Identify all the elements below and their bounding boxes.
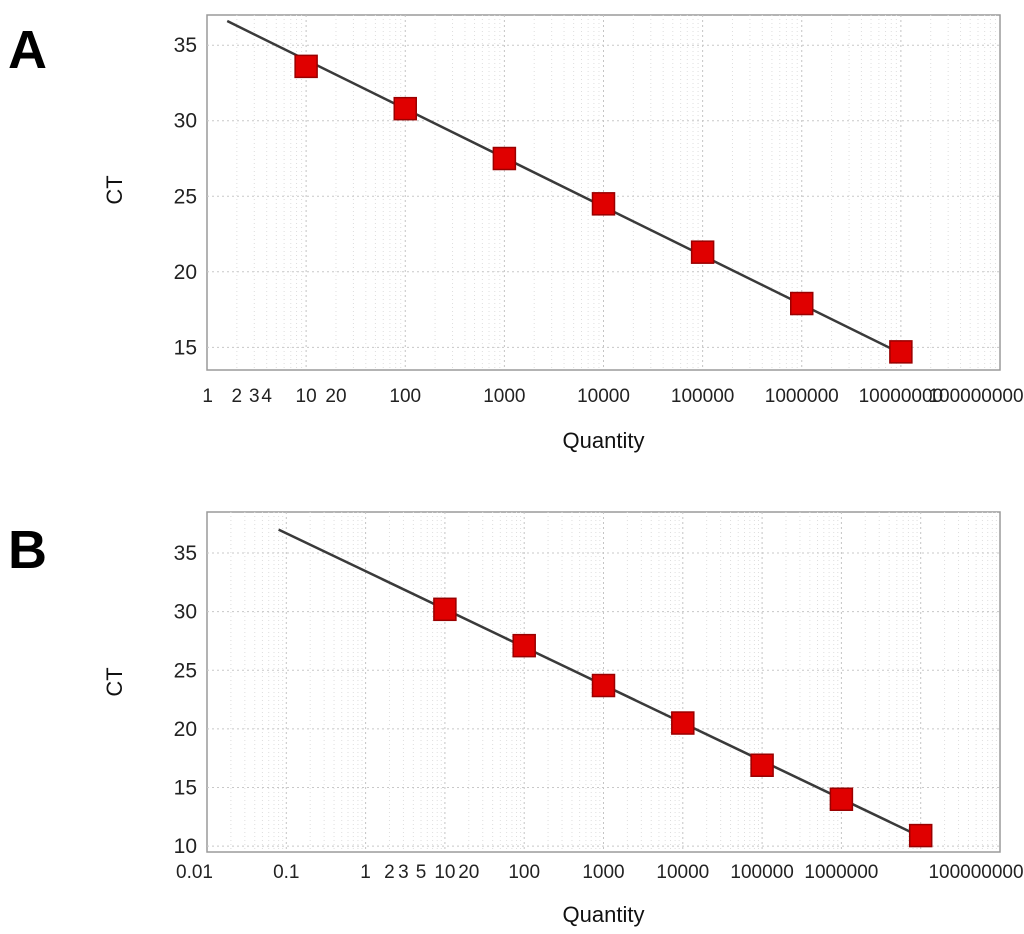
x-tick-label: 0.01	[176, 862, 213, 883]
data-point-marker	[512, 633, 536, 658]
x-tick-label: 5	[416, 862, 427, 883]
data-point-marker	[671, 711, 695, 735]
regression-line	[226, 19, 902, 355]
y-tick-label: 20	[174, 718, 197, 741]
x-tick-label: 100000	[671, 386, 734, 407]
data-point-marker	[750, 753, 774, 777]
y-tick-label: 30	[174, 110, 197, 133]
data-point-marker	[889, 340, 913, 364]
data-point-marker	[790, 291, 814, 316]
data-point-marker	[294, 54, 318, 79]
x-tick-label: 20	[325, 386, 346, 407]
x-tick-label: 1000000	[804, 862, 878, 883]
y-tick-label: 35	[174, 34, 197, 57]
x-tick-label: 10000000	[859, 386, 944, 407]
data-point-marker	[829, 787, 854, 811]
y-tick-label: 30	[174, 601, 197, 624]
x-tick-label: 10000	[577, 386, 630, 407]
x-tick-label: 10	[296, 386, 317, 407]
y-tick-label: 25	[174, 659, 197, 682]
chart-a: 15 20 25 30 35 1 2 3 4 10 20 100 1000 10000 100000 1000…	[102, 14, 1024, 453]
x-tick-label: 3	[249, 386, 260, 407]
data-point-marker	[393, 96, 417, 121]
x-tick-label: 1	[202, 386, 213, 407]
data-point-marker	[690, 240, 715, 264]
data-point-marker	[492, 146, 517, 171]
x-tick-label: 1000000	[765, 386, 839, 407]
x-tick-label: 2	[232, 386, 243, 407]
data-point-marker	[591, 673, 616, 698]
x-tick-label: 20	[458, 862, 479, 883]
y-tick-label: 10	[174, 835, 197, 858]
y-axis-title: CT	[102, 667, 127, 696]
x-tick-label: 100000	[730, 862, 793, 883]
x-tick-label: 100000000	[928, 862, 1023, 883]
data-point-marker	[433, 597, 457, 622]
x-tick-label: 100	[508, 862, 540, 883]
y-tick-label: 25	[174, 185, 197, 208]
x-tick-label: 1000	[582, 862, 624, 883]
x-tick-label: 4	[261, 386, 272, 407]
y-tick-label: 20	[174, 261, 197, 284]
x-tick-label: 100000000	[928, 386, 1023, 407]
x-tick-label: 0.1	[273, 862, 299, 883]
x-tick-label: 2	[384, 862, 395, 883]
panel-label-b: B	[8, 520, 47, 580]
x-tick-label: 10000	[656, 862, 709, 883]
x-axis-title: Quantity	[563, 902, 645, 927]
y-tick-label: 35	[174, 542, 197, 565]
y-axis-title: CT	[102, 175, 127, 204]
x-tick-label: 1	[360, 862, 371, 883]
x-axis-title: Quantity	[563, 428, 645, 453]
x-tick-label: 3	[398, 862, 409, 883]
y-tick-label: 15	[174, 336, 197, 359]
panel-label-a: A	[8, 20, 47, 80]
x-tick-label: 100	[389, 386, 421, 407]
y-tick-label: 15	[174, 777, 197, 800]
x-tick-label: 1000	[483, 386, 525, 407]
data-point-marker	[591, 192, 616, 216]
x-tick-label: 10	[434, 862, 455, 883]
data-point-marker	[908, 823, 933, 848]
